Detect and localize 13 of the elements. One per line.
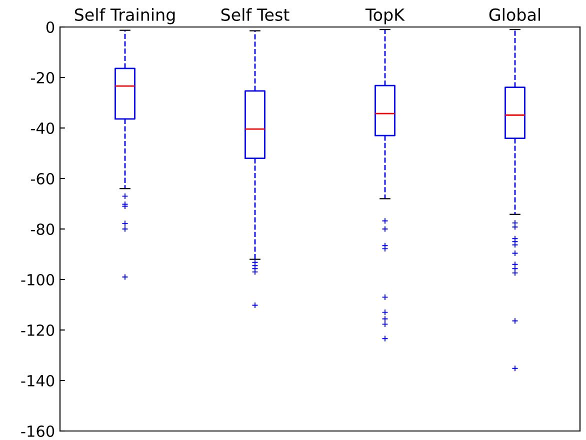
x-tick-label: TopK [365,8,405,24]
y-tick-label: -120 [21,324,54,336]
y-tick-label: -100 [21,274,54,286]
y-tick-label: -40 [30,122,54,134]
x-tick-label: Global [489,8,540,21]
x-tick-label: Self Test [221,8,290,21]
y-tick-label: -80 [30,223,54,236]
y-tick-label: -160 [21,425,54,438]
x-tick-label: Self Training [74,8,175,24]
y-tick-label: 0 [46,21,54,34]
y-tick-label: -20 [30,72,54,84]
y-tick-label: -140 [21,374,54,387]
y-tick-label: -60 [30,172,54,185]
